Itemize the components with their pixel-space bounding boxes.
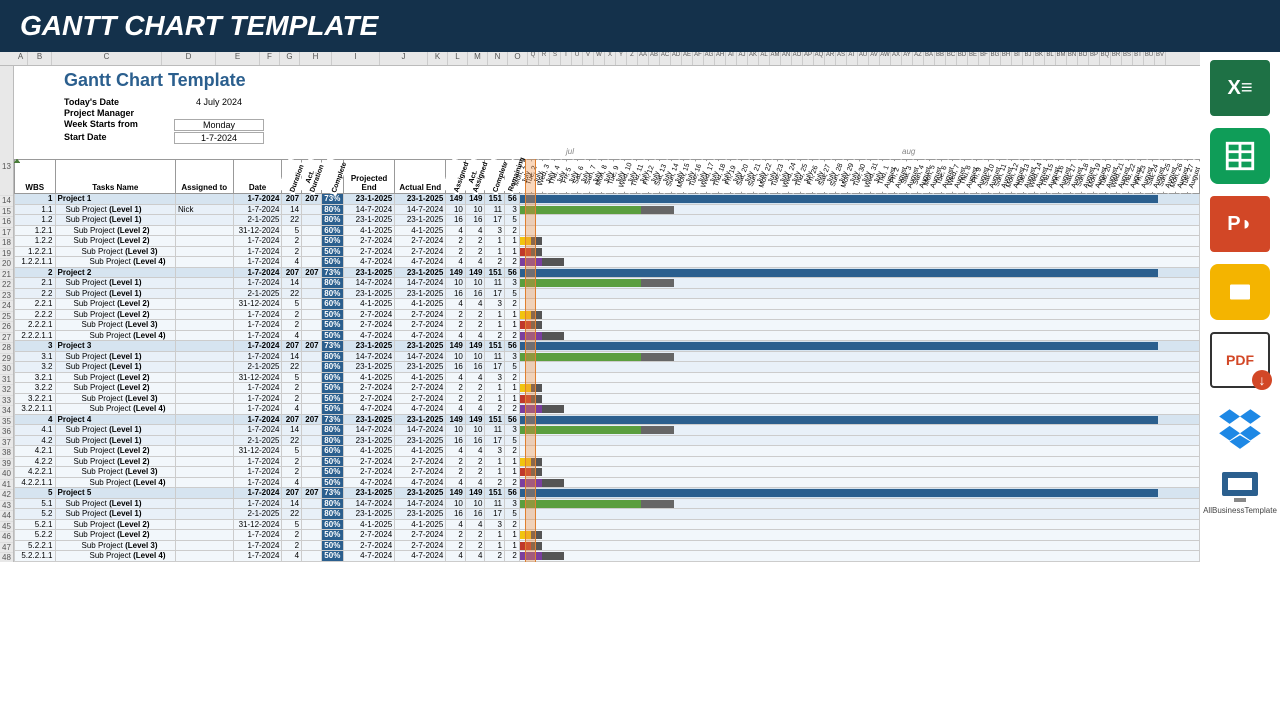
table-row[interactable]: 3.1Sub Project (Level 1)1-7-20241480%14-… bbox=[15, 351, 1200, 362]
spreadsheet: ABCDEFGHIJKLMNOQRSTUVWXYZAAABACADAEAFAGA… bbox=[0, 52, 1200, 562]
content: ABCDEFGHIJKLMNOQRSTUVWXYZAAABACADAEAFAGA… bbox=[0, 52, 1280, 562]
powerpoint-icon[interactable]: P◗ bbox=[1210, 196, 1270, 252]
table-row[interactable]: 2.1Sub Project (Level 1)1-7-20241480%14-… bbox=[15, 278, 1200, 289]
dropbox-icon[interactable] bbox=[1210, 400, 1270, 456]
table-row[interactable]: 5.2.2.1Sub Project (Level 3)1-7-2024250%… bbox=[15, 540, 1200, 551]
table-row[interactable]: 4.2.1Sub Project (Level 2)31-12-2024560%… bbox=[15, 446, 1200, 457]
table-row[interactable]: 4.1Sub Project (Level 1)1-7-20241480%14-… bbox=[15, 425, 1200, 436]
gantt-table[interactable]: WBSTasks NameAssigned toDateDurationAct.… bbox=[14, 159, 1200, 562]
table-row[interactable]: 3.2.2.1Sub Project (Level 3)1-7-2024250%… bbox=[15, 393, 1200, 404]
month-jul: jul bbox=[566, 147, 574, 156]
table-row[interactable]: 5.2.2Sub Project (Level 2)1-7-2024250%2-… bbox=[15, 530, 1200, 541]
table-row[interactable]: 3.2.2.1.1Sub Project (Level 4)1-7-202445… bbox=[15, 404, 1200, 415]
meta-pm-label: Project Manager bbox=[64, 108, 174, 118]
ab-label: AllBusinessTemplate bbox=[1203, 506, 1277, 515]
meta-pm-value bbox=[174, 108, 264, 118]
google-sheets-icon[interactable] bbox=[1210, 128, 1270, 184]
meta-start-label: Start Date bbox=[64, 132, 174, 144]
allbusinesstemplate-icon[interactable]: AllBusinessTemplate bbox=[1203, 468, 1277, 515]
table-row[interactable]: 5.2.2.1.1Sub Project (Level 4)1-7-202445… bbox=[15, 551, 1200, 562]
meta-week-value[interactable]: Monday bbox=[174, 119, 264, 131]
table-row[interactable]: 1.2.2.1Sub Project (Level 3)1-7-2024250%… bbox=[15, 246, 1200, 257]
table-row[interactable]: 1.2.2Sub Project (Level 2)1-7-2024250%2-… bbox=[15, 236, 1200, 247]
pdf-icon[interactable]: PDF↓ bbox=[1210, 332, 1270, 388]
meta-start-value[interactable]: 1-7-2024 bbox=[174, 132, 264, 144]
table-row[interactable]: 5.2.1Sub Project (Level 2)31-12-2024560%… bbox=[15, 519, 1200, 530]
page-header: GANTT CHART TEMPLATE bbox=[0, 0, 1280, 52]
table-row[interactable]: 1Project 11-7-202420720773%23-1-202523-1… bbox=[15, 194, 1200, 205]
table-row[interactable]: 2.2.1Sub Project (Level 2)31-12-2024560%… bbox=[15, 299, 1200, 310]
meta-today-value: 4 July 2024 bbox=[174, 97, 264, 107]
app-icon-sidebar: X≡ P◗ PDF↓ AllBusinessTemplate bbox=[1200, 52, 1280, 562]
table-row[interactable]: 3Project 31-7-202420720773%23-1-202523-1… bbox=[15, 341, 1200, 352]
table-row[interactable]: 1.1Sub Project (Level 1)Nick1-7-20241480… bbox=[15, 204, 1200, 215]
google-slides-icon[interactable] bbox=[1210, 264, 1270, 320]
table-row[interactable]: 2.2.2.1.1Sub Project (Level 4)1-7-202445… bbox=[15, 330, 1200, 341]
month-aug: aug bbox=[902, 147, 915, 156]
table-wrap: WBSTasks NameAssigned toDateDurationAct.… bbox=[14, 159, 1200, 562]
sheet-main: Gantt Chart Template Today's Date4 July … bbox=[14, 66, 1200, 562]
table-row[interactable]: 4.2Sub Project (Level 1)2-1-20252280%23-… bbox=[15, 435, 1200, 446]
table-row[interactable]: 4.2.2.1Sub Project (Level 3)1-7-2024250%… bbox=[15, 467, 1200, 478]
month-labels: jul aug bbox=[14, 147, 1200, 159]
excel-icon[interactable]: X≡ bbox=[1210, 60, 1270, 116]
table-row[interactable]: 4Project 41-7-202420720773%23-1-202523-1… bbox=[15, 414, 1200, 425]
table-row[interactable]: 2.2Sub Project (Level 1)2-1-20252280%23-… bbox=[15, 288, 1200, 299]
table-row[interactable]: 3.2Sub Project (Level 1)2-1-20252280%23-… bbox=[15, 362, 1200, 373]
table-row[interactable]: 1.2Sub Project (Level 1)2-1-20252280%23-… bbox=[15, 215, 1200, 226]
meta-week-label: Week Starts from bbox=[64, 119, 174, 131]
table-row[interactable]: 3.2.2Sub Project (Level 2)1-7-2024250%2-… bbox=[15, 383, 1200, 394]
download-arrow-icon: ↓ bbox=[1252, 370, 1272, 390]
column-letters: ABCDEFGHIJKLMNOQRSTUVWXYZAAABACADAEAFAGA… bbox=[0, 52, 1200, 66]
table-row[interactable]: 4.2.2Sub Project (Level 2)1-7-2024250%2-… bbox=[15, 456, 1200, 467]
table-row[interactable]: 4.2.2.1.1Sub Project (Level 4)1-7-202445… bbox=[15, 477, 1200, 488]
table-row[interactable]: 1.2.2.1.1Sub Project (Level 4)1-7-202445… bbox=[15, 257, 1200, 268]
table-row[interactable]: 2.2.2Sub Project (Level 2)1-7-2024250%2-… bbox=[15, 309, 1200, 320]
meta-today-label: Today's Date bbox=[64, 97, 174, 107]
table-row[interactable]: 1.2.1Sub Project (Level 2)31-12-2024560%… bbox=[15, 225, 1200, 236]
table-row[interactable]: 5Project 51-7-202420720773%23-1-202523-1… bbox=[15, 488, 1200, 499]
title-area: Gantt Chart Template Today's Date4 July … bbox=[14, 66, 1200, 147]
table-row[interactable]: 5.1Sub Project (Level 1)1-7-20241480%14-… bbox=[15, 498, 1200, 509]
sheet-title: Gantt Chart Template bbox=[64, 70, 1200, 91]
table-row[interactable]: 2Project 21-7-202420720773%23-1-202523-1… bbox=[15, 267, 1200, 278]
row-numbers: 1314151617181920212223242526272829303132… bbox=[0, 66, 14, 562]
table-row[interactable]: 2.2.2.1Sub Project (Level 3)1-7-2024250%… bbox=[15, 320, 1200, 331]
table-row[interactable]: 5.2Sub Project (Level 1)2-1-20252280%23-… bbox=[15, 509, 1200, 520]
table-row[interactable]: 3.2.1Sub Project (Level 2)31-12-2024560%… bbox=[15, 372, 1200, 383]
